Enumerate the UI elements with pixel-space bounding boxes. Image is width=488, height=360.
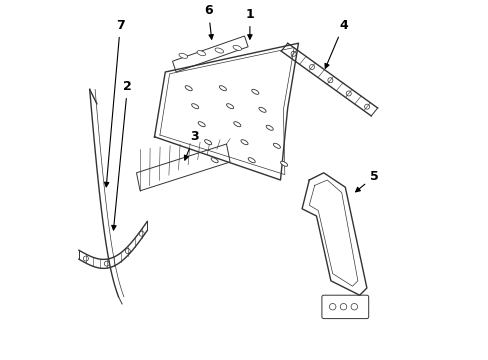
Text: 2: 2 [111, 80, 132, 230]
Text: 3: 3 [184, 130, 198, 160]
Text: 1: 1 [245, 8, 254, 39]
Polygon shape [172, 36, 247, 72]
Circle shape [340, 303, 346, 310]
Circle shape [139, 231, 144, 236]
Ellipse shape [204, 140, 211, 145]
Text: 7: 7 [104, 19, 124, 187]
Circle shape [327, 78, 332, 83]
Circle shape [309, 64, 314, 69]
Text: 6: 6 [204, 4, 213, 39]
Ellipse shape [198, 122, 205, 127]
Circle shape [104, 261, 109, 266]
Circle shape [364, 104, 369, 109]
Ellipse shape [219, 86, 226, 91]
Text: 5: 5 [355, 170, 378, 192]
Ellipse shape [259, 107, 265, 112]
Ellipse shape [179, 53, 187, 58]
Circle shape [346, 91, 350, 96]
Text: 4: 4 [325, 19, 347, 68]
Ellipse shape [226, 104, 233, 109]
Ellipse shape [265, 125, 273, 130]
Ellipse shape [215, 48, 223, 53]
Ellipse shape [241, 140, 247, 145]
Ellipse shape [211, 158, 218, 163]
Ellipse shape [197, 51, 205, 56]
FancyBboxPatch shape [321, 295, 368, 319]
Circle shape [83, 256, 88, 261]
Ellipse shape [233, 122, 241, 127]
Circle shape [125, 248, 130, 253]
Ellipse shape [185, 86, 192, 91]
Ellipse shape [191, 104, 198, 109]
Polygon shape [136, 144, 230, 191]
Ellipse shape [251, 89, 258, 94]
Ellipse shape [273, 143, 280, 148]
Circle shape [350, 303, 357, 310]
Ellipse shape [232, 45, 241, 50]
Ellipse shape [247, 158, 255, 163]
Circle shape [290, 51, 296, 56]
Circle shape [329, 303, 335, 310]
Ellipse shape [280, 161, 287, 166]
